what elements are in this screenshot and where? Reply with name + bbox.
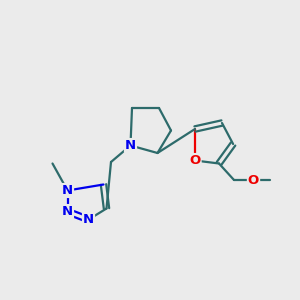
Text: N: N: [125, 139, 136, 152]
Text: O: O: [189, 154, 201, 167]
Text: N: N: [83, 213, 94, 226]
Text: N: N: [62, 184, 73, 197]
Text: N: N: [62, 205, 73, 218]
Text: O: O: [248, 173, 259, 187]
